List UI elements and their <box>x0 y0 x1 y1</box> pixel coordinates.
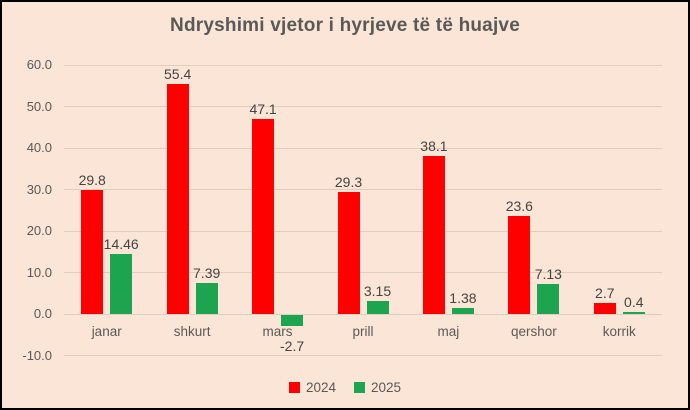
data-label-2025-qershor: 7.13 <box>534 266 562 283</box>
y-axis-tick-label: 10.0 <box>26 264 52 280</box>
bar-2024-korrik <box>593 302 616 314</box>
bar-2025-janar <box>110 253 133 314</box>
bar-2025-mars <box>281 315 304 327</box>
legend-swatch-2025 <box>354 381 365 393</box>
data-label-2025-prill: 3.15 <box>363 282 392 299</box>
bar-2025-maj <box>451 308 474 314</box>
y-axis-tick-label: -10.0 <box>22 347 52 363</box>
legend-item-2025: 2025 <box>354 380 401 395</box>
bar-2025-korrik <box>622 312 645 314</box>
legend-label-2024: 2024 <box>305 379 336 395</box>
legend: 2024 2025 <box>2 376 688 398</box>
gridline <box>64 147 662 149</box>
data-label-2025-korrik: 0.4 <box>624 294 644 311</box>
y-axis-tick-label: 60.0 <box>26 57 52 72</box>
bar-2025-qershor <box>537 284 560 314</box>
y-axis-tick-label: 0.0 <box>33 306 52 321</box>
gridline <box>64 106 662 107</box>
data-label-2024-prill: 29.3 <box>334 174 363 191</box>
x-axis-category-label: korrik <box>602 324 636 339</box>
legend-label-2025: 2025 <box>371 379 402 395</box>
data-label-2025-shkurt: 7.39 <box>193 265 221 282</box>
x-axis-category-label: prill <box>352 324 374 339</box>
bar-2024-shkurt <box>166 84 189 314</box>
data-label-2024-janar: 29.8 <box>78 172 106 189</box>
gridline <box>64 189 662 190</box>
bar-2024-janar <box>81 190 104 314</box>
y-axis-tick-label: 50.0 <box>26 98 52 114</box>
data-label-2024-korrik: 2.7 <box>595 284 615 301</box>
x-axis-category-label: mars <box>262 324 293 339</box>
bar-2025-shkurt <box>195 283 218 314</box>
y-axis-tick-label: 30.0 <box>26 181 52 197</box>
gridline <box>64 230 662 232</box>
data-label-2024-qershor: 23.6 <box>505 198 533 215</box>
data-label-2024-mars: 47.1 <box>249 100 277 117</box>
data-label-2024-shkurt: 55.4 <box>164 66 192 83</box>
gridline <box>64 64 662 66</box>
y-axis-tick-label: 40.0 <box>26 140 52 155</box>
bar-2024-prill <box>337 192 360 314</box>
legend-swatch-2024 <box>288 381 300 393</box>
bar-2025-prill <box>366 300 389 314</box>
gridline <box>64 272 662 273</box>
x-axis-category-label: qershor <box>510 324 557 339</box>
gridline <box>64 355 662 356</box>
y-axis-tick-label: 20.0 <box>26 223 52 238</box>
x-axis-category-label: maj <box>437 324 460 339</box>
bar-2024-mars <box>252 118 275 314</box>
data-label-2025-mars: -2.7 <box>280 338 305 355</box>
bar-2024-qershor <box>508 216 531 314</box>
bar-2024-maj <box>422 155 445 314</box>
x-axis-category-label: shkurt <box>173 324 211 339</box>
data-label-2024-maj: 38.1 <box>420 137 448 154</box>
gridline <box>64 313 662 315</box>
x-axis-category-label: janar <box>91 324 122 339</box>
chart-title: Ndryshimi vjetor i hyrjeve të të huajve <box>170 15 520 36</box>
data-label-2025-maj: 1.38 <box>449 290 477 307</box>
legend-item-2024: 2024 <box>288 379 336 395</box>
data-label-2025-janar: 14.46 <box>103 235 139 252</box>
